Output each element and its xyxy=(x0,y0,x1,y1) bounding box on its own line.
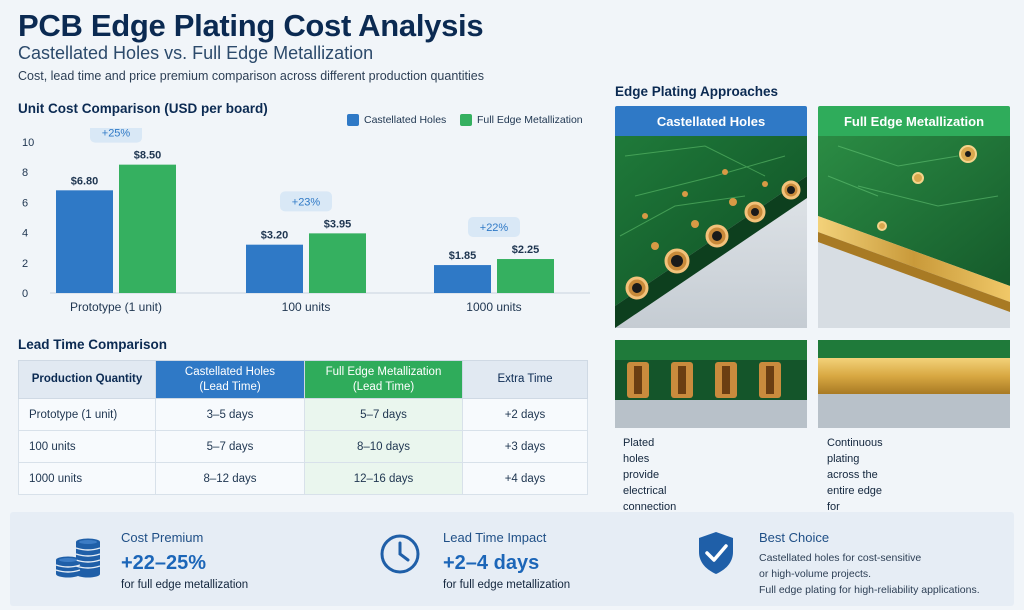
table-cell: 5–7 days xyxy=(304,398,463,431)
bar-castellated xyxy=(246,244,303,293)
chart-title: Unit Cost Comparison (USD per board) xyxy=(18,101,268,116)
table-cell: 3–5 days xyxy=(155,398,305,431)
page-title: PCB Edge Plating Cost Analysis xyxy=(18,8,484,43)
full-edge-edge-image xyxy=(818,340,1010,428)
y-tick-label: 8 xyxy=(22,167,28,179)
table-cell: 12–16 days xyxy=(304,462,463,495)
castellated-panel-header: Castellated Holes xyxy=(615,106,807,136)
best-choice-line: or high-volume projects. xyxy=(759,568,872,580)
bar-full-edge xyxy=(119,164,176,293)
header-production-quantity: Production Quantity xyxy=(18,360,156,399)
table-header-row: Production Quantity Castellated Holes (L… xyxy=(18,360,588,399)
premium-badge xyxy=(280,191,332,212)
table-row: 1000 units 8–12 days 12–16 days +4 days xyxy=(18,462,588,495)
header-label: Castellated Holes (Lead Time) xyxy=(184,366,276,393)
table-cell: +3 days xyxy=(462,430,588,463)
bar-value-label: $1.85 xyxy=(449,250,477,262)
x-tick-label: Prototype (1 unit) xyxy=(70,300,162,314)
castellated-caption-line: Plated holes provide electrical xyxy=(623,437,667,497)
table-cell: 100 units xyxy=(18,430,156,463)
table-row: Prototype (1 unit) 3–5 days 5–7 days +2 … xyxy=(18,398,588,431)
y-tick-label: 10 xyxy=(22,137,34,149)
castellated-edge-image xyxy=(615,340,807,428)
bar-castellated xyxy=(56,190,113,293)
table-cell: Prototype (1 unit) xyxy=(18,398,156,431)
approaches-title: Edge Plating Approaches xyxy=(615,84,779,99)
lead-time-impact-sub: for full edge metallization xyxy=(443,579,571,591)
bar-full-edge xyxy=(497,259,554,293)
coins-icon xyxy=(54,532,102,583)
cost-premium-value: +22–25% xyxy=(121,552,207,574)
premium-badge xyxy=(90,128,142,143)
premium-label: +22% xyxy=(480,222,509,234)
page-description: Cost, lead time and price premium compar… xyxy=(18,69,484,83)
lead-time-impact-value: +2–4 days xyxy=(443,552,540,574)
table-cell: +4 days xyxy=(462,462,588,495)
premium-badge xyxy=(468,217,520,238)
legend-swatch-castellated xyxy=(347,114,359,126)
legend-swatch-full-edge xyxy=(460,114,472,126)
bar-value-label: $3.20 xyxy=(261,230,289,242)
best-choice-line: Full edge plating for high-reliability a… xyxy=(759,584,980,596)
full-edge-caption-line: Continuous plating across the xyxy=(827,437,883,481)
x-tick-label: 100 units xyxy=(282,300,331,314)
table-cell: 8–12 days xyxy=(155,462,305,495)
bar-value-label: $6.80 xyxy=(71,175,99,187)
full-edge-panel-header: Full Edge Metallization xyxy=(818,106,1010,136)
bar-value-label: $2.25 xyxy=(512,244,540,256)
table-cell: 8–10 days xyxy=(304,430,463,463)
y-tick-label: 2 xyxy=(22,258,28,270)
table-row: 100 units 5–7 days 8–10 days +3 days xyxy=(18,430,588,463)
table-cell: 1000 units xyxy=(18,462,156,495)
legend-label-castellated: Castellated Holes xyxy=(364,114,447,126)
header-castellated-lead-time: Castellated Holes (Lead Time) xyxy=(155,360,305,399)
premium-label: +23% xyxy=(292,196,321,208)
cost-premium-label: Cost Premium xyxy=(121,530,204,545)
x-tick-label: 1000 units xyxy=(466,300,521,314)
premium-label: +25% xyxy=(102,128,131,140)
full-edge-angle-image xyxy=(818,136,1010,328)
bar-full-edge xyxy=(309,233,366,293)
unit-cost-chart: 0 2 4 6 8 10 $6.80 $8.50+25% Prototype (1 unit) $… xyxy=(22,128,590,314)
header-extra-time: Extra Time xyxy=(462,360,588,399)
y-tick-label: 4 xyxy=(22,228,28,240)
legend-item-castellated: Castellated Holes xyxy=(347,114,446,126)
cost-premium-sub: for full edge metallization xyxy=(121,579,249,591)
header-label: Extra Time xyxy=(497,373,553,386)
summary-bar: Cost Premium +22–25% for full edge metal… xyxy=(10,512,1014,606)
y-tick-label: 6 xyxy=(22,197,28,209)
table-cell: 5–7 days xyxy=(155,430,305,463)
legend-item-full-edge: Full Edge Metallization xyxy=(460,114,583,126)
page-subtitle: Castellated Holes vs. Full Edge Metalliz… xyxy=(18,43,374,63)
bar-value-label: $3.95 xyxy=(324,218,352,230)
clock-icon xyxy=(378,532,422,581)
bar-castellated xyxy=(434,265,491,293)
table-cell: +2 days xyxy=(462,398,588,431)
best-choice-label: Best Choice xyxy=(759,530,830,545)
header-label: Full Edge Metallization (Lead Time) xyxy=(325,366,442,393)
castellated-angle-image xyxy=(615,136,807,328)
lead-time-title: Lead Time Comparison xyxy=(18,337,168,352)
lead-time-table: Production Quantity Castellated Holes (L… xyxy=(18,360,588,495)
y-tick-label: 0 xyxy=(22,288,28,300)
best-choice-line: Castellated holes for cost-sensitive xyxy=(759,552,922,564)
shield-check-icon xyxy=(696,530,736,581)
bar-value-label: $8.50 xyxy=(134,150,162,162)
header-label: Production Quantity xyxy=(31,373,143,386)
legend-label-full-edge: Full Edge Metallization xyxy=(477,114,583,126)
lead-time-impact-label: Lead Time Impact xyxy=(443,530,547,545)
header-full-edge-lead-time: Full Edge Metallization (Lead Time) xyxy=(304,360,463,399)
